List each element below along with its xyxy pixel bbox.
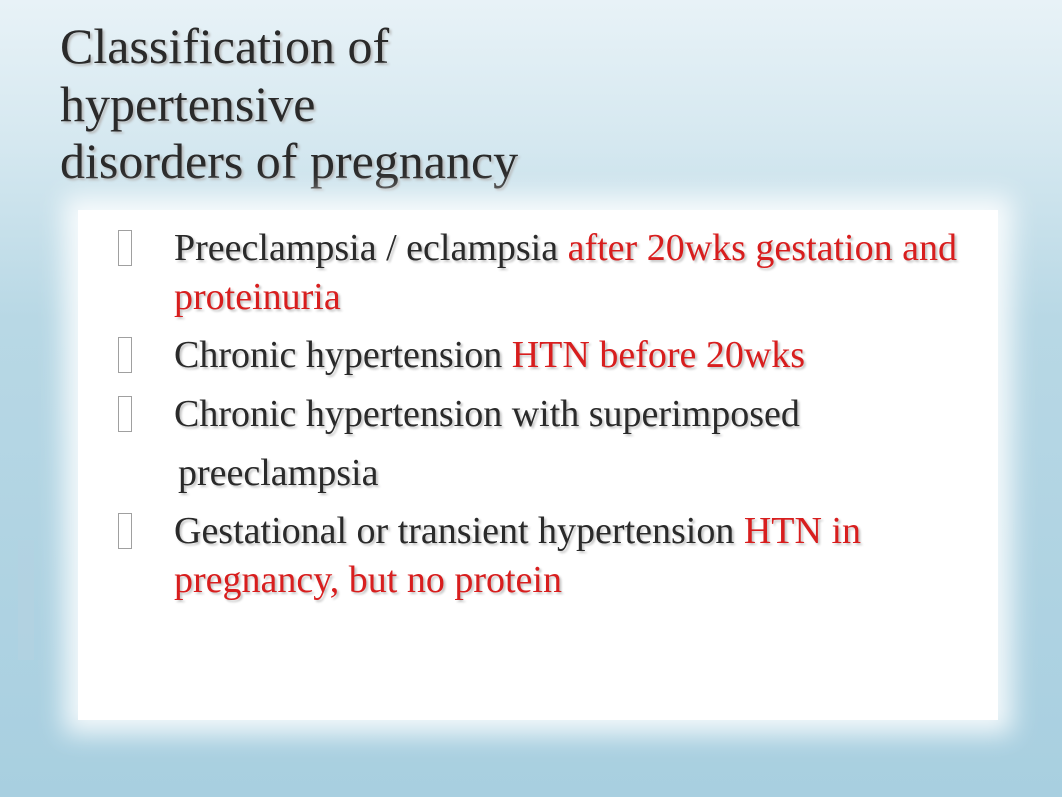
bullet-text: eclampsia [397,227,568,269]
title-line-1: Classification of [60,18,389,74]
bullet-list: Preeclampsia / eclampsia after 20wks ges… [88,224,974,604]
title-line-2: hypertensive [60,76,315,132]
bullet-item: Gestational or transient hypertension HT… [88,507,974,604]
bullet-text: Chronic hypertension with superimposed [174,393,800,435]
bullet-item: Chronic hypertension with superimposed [88,390,974,439]
bullet-text: Chronic hypertension [174,334,512,376]
decorative-bar [18,540,34,660]
bullet-item: Preeclampsia / eclampsia after 20wks ges… [88,224,974,321]
bullet-text: Gestational or transient hypertension [174,510,744,552]
bullet-text: Preeclampsia [174,227,386,269]
bullet-text: / [386,227,397,269]
bullet-item: Chronic hypertension HTN before 20wks [88,331,974,380]
slide: Classification of hypertensive disorders… [0,0,1062,797]
bullet-continuation: preeclampsia [88,449,974,498]
slide-title: Classification of hypertensive disorders… [60,18,700,191]
content-panel: Preeclampsia / eclampsia after 20wks ges… [78,210,998,720]
title-line-3: disorders of pregnancy [60,133,518,189]
bullet-text-highlight: HTN before 20wks [512,334,805,376]
